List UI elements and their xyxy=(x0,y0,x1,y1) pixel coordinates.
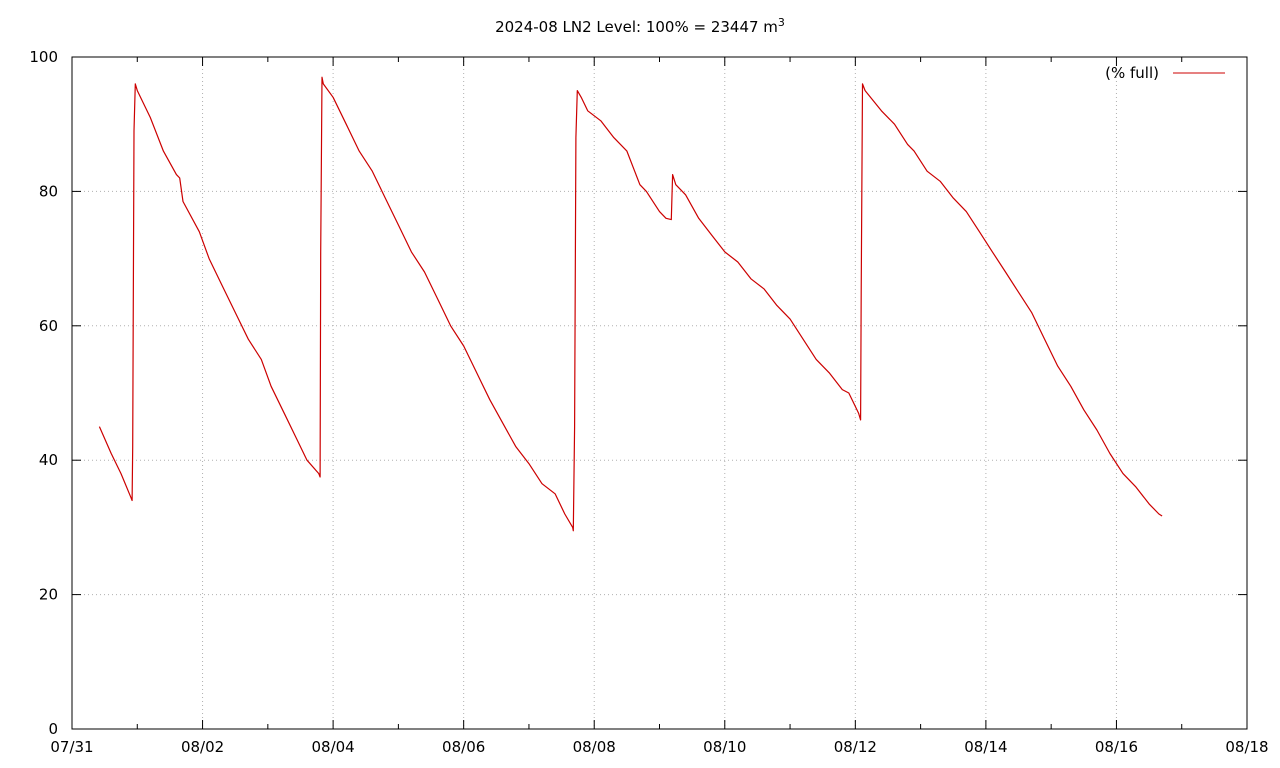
x-tick-label: 07/31 xyxy=(50,738,93,756)
y-tick-label: 0 xyxy=(48,720,58,738)
legend: (% full) xyxy=(1105,64,1225,82)
x-tick-label: 08/16 xyxy=(1095,738,1138,756)
y-tick-label: 80 xyxy=(39,182,58,200)
x-tick-label: 08/08 xyxy=(573,738,616,756)
series-layer xyxy=(98,76,1163,532)
x-tick-label: 08/06 xyxy=(442,738,485,756)
y-tick-label: 40 xyxy=(39,451,58,469)
y-tick-label: 20 xyxy=(39,586,58,604)
chart-title: 2024-08 LN2 Level: 100% = 23447 m3 xyxy=(495,16,785,36)
axis-ticks: 0 20 40 60 80 100 07/31 08/02 08/04 08/06 08/08 08/… xyxy=(29,48,1268,756)
x-tick-label: 08/14 xyxy=(964,738,1007,756)
plot-frame xyxy=(71,56,1248,730)
legend-label: (% full) xyxy=(1105,64,1159,82)
grid-lines xyxy=(72,57,1247,729)
series-line xyxy=(98,76,1163,532)
x-tick-label: 08/10 xyxy=(703,738,746,756)
x-tick-label: 08/18 xyxy=(1225,738,1268,756)
x-tick-label: 08/04 xyxy=(311,738,354,756)
y-tick-label: 100 xyxy=(29,48,58,66)
y-tick-label: 60 xyxy=(39,317,58,335)
x-tick-label: 08/02 xyxy=(181,738,224,756)
x-tick-label: 08/12 xyxy=(834,738,877,756)
